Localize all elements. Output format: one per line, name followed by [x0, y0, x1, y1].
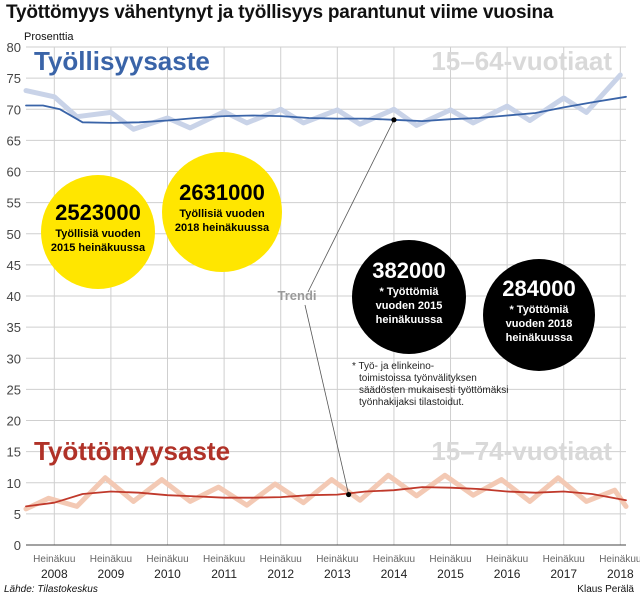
- info-circle-value: 284000: [502, 276, 575, 301]
- trend-marker-dot: [346, 491, 352, 498]
- x-tick-month: Heinäkuu: [599, 554, 640, 565]
- trend-label: Trendi: [277, 288, 316, 303]
- source-credit: Lähde: Tilastokeskus: [4, 584, 98, 595]
- x-tick-year: 2014: [381, 567, 408, 581]
- y-tick-label: 15: [7, 445, 21, 460]
- info-circle-caption: Työllisiä vuoden: [179, 208, 265, 220]
- y-tick-label: 35: [7, 320, 21, 335]
- trend-pointer-line: [304, 304, 350, 495]
- unemployment-title: Työttömyysaste: [34, 436, 230, 466]
- info-circle-caption: * Työttömiä: [379, 286, 439, 298]
- y-tick-label: 20: [7, 414, 21, 429]
- trend-pointer-line: [307, 119, 395, 293]
- info-circle-caption: Työllisiä vuoden: [55, 228, 141, 240]
- y-tick-label: 40: [7, 289, 21, 304]
- x-tick-year: 2015: [437, 567, 464, 581]
- y-tick-label: 45: [7, 258, 21, 273]
- x-tick-month: Heinäkuu: [90, 554, 132, 565]
- x-tick-year: 2009: [98, 567, 125, 581]
- x-tick-month: Heinäkuu: [373, 554, 415, 565]
- footnote-line: säädösten mukaisesti työttömäksi: [359, 385, 509, 396]
- x-tick-year: 2016: [494, 567, 521, 581]
- info-circle-value: 2631000: [179, 180, 265, 205]
- footnote-line: toimistoissa työnvälityksen: [359, 373, 477, 384]
- x-tick-month: Heinäkuu: [429, 554, 471, 565]
- y-tick-label: 0: [14, 538, 21, 553]
- x-tick-month: Heinäkuu: [316, 554, 358, 565]
- y-tick-label: 50: [7, 227, 21, 242]
- author-credit: Klaus Perälä: [577, 584, 634, 595]
- info-circle-caption: * Työttömiä: [509, 304, 569, 316]
- employment-title: Työllisyysaste: [34, 46, 210, 76]
- footnote-line: työnhakijaksi tilastoidut.: [359, 397, 464, 408]
- x-tick-month: Heinäkuu: [543, 554, 585, 565]
- x-tick-year: 2010: [154, 567, 181, 581]
- info-circle-value: 382000: [372, 258, 445, 283]
- y-tick-label: 25: [7, 382, 21, 397]
- x-tick-year: 2013: [324, 567, 351, 581]
- info-circle: [41, 175, 155, 289]
- y-tick-label: 30: [7, 351, 21, 366]
- x-tick-month: Heinäkuu: [260, 554, 302, 565]
- x-tick-year: 2012: [267, 567, 294, 581]
- x-tick-year: 2017: [550, 567, 577, 581]
- y-tick-label: 75: [7, 71, 21, 86]
- info-circle: [162, 152, 282, 272]
- employment-age-label: 15–64-vuotiaat: [431, 46, 612, 76]
- y-tick-label: 60: [7, 165, 21, 180]
- y-axis-label: Prosenttia: [24, 31, 74, 43]
- x-tick-month: Heinäkuu: [203, 554, 245, 565]
- footnote-line: * Työ- ja elinkeino-: [352, 361, 434, 372]
- info-circle-caption: 2015 heinäkuussa: [51, 242, 146, 254]
- info-circle-value: 2523000: [55, 200, 141, 225]
- info-circle: [352, 240, 466, 354]
- y-tick-label: 80: [7, 40, 21, 55]
- x-tick-year: 2018: [607, 567, 634, 581]
- info-circle-caption: heinäkuussa: [376, 314, 444, 326]
- unemployment-age-label: 15–74-vuotiaat: [431, 436, 612, 466]
- y-tick-label: 65: [7, 133, 21, 148]
- info-circle: [483, 259, 595, 371]
- y-tick-label: 10: [7, 476, 21, 491]
- trend-series-line: [25, 486, 627, 508]
- monthly-series-line: [23, 472, 629, 512]
- x-tick-month: Heinäkuu: [33, 554, 75, 565]
- info-circle-caption: vuoden 2015: [376, 300, 443, 312]
- y-tick-label: 55: [7, 196, 21, 211]
- monthly-series-line: [23, 72, 623, 132]
- info-circle-caption: 2018 heinäkuussa: [175, 222, 270, 234]
- info-circle-caption: vuoden 2018: [506, 318, 573, 330]
- trend-marker-dot: [391, 117, 397, 123]
- y-tick-label: 5: [14, 507, 21, 522]
- info-circle-caption: heinäkuussa: [506, 332, 574, 344]
- x-tick-year: 2011: [211, 567, 237, 581]
- trend-series-line: [25, 95, 627, 124]
- headline: Työttömyys vähentynyt ja työllisyys para…: [6, 2, 554, 23]
- x-tick-year: 2008: [41, 567, 68, 581]
- y-tick-label: 70: [7, 102, 21, 117]
- x-tick-month: Heinäkuu: [146, 554, 188, 565]
- x-tick-month: Heinäkuu: [486, 554, 528, 565]
